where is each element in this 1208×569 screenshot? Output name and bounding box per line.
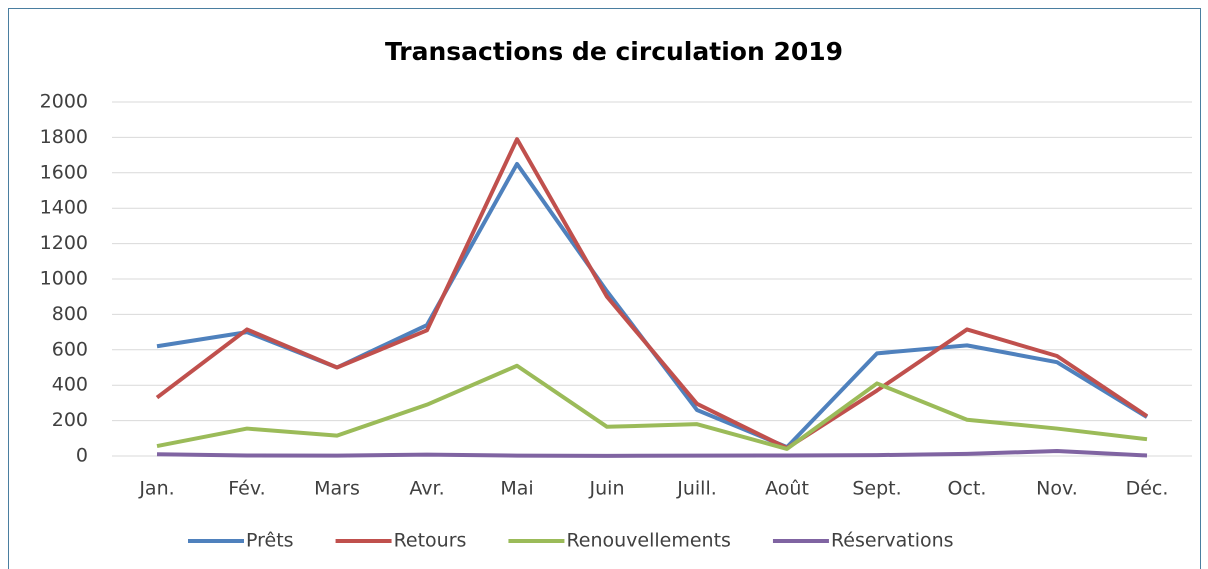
x-tick-label: Jan.	[138, 478, 174, 500]
series-line	[156, 449, 1148, 458]
legend-label: Renouvellements	[566, 530, 731, 552]
y-tick-label: 1800	[40, 126, 88, 148]
x-tick-label: Juill.	[676, 478, 717, 500]
y-tick-label: 200	[52, 409, 88, 431]
x-tick-label: Oct.	[948, 478, 987, 500]
x-tick-label: Mars	[314, 478, 360, 500]
legend-label: Retours	[394, 530, 467, 552]
y-tick-label: 1600	[40, 161, 88, 183]
x-tick-label: Fév.	[228, 478, 265, 500]
chart-title: Transactions de circulation 2019	[385, 37, 843, 66]
series-line	[156, 363, 1148, 451]
y-tick-label: 400	[52, 374, 88, 396]
y-tick-label: 1000	[40, 268, 88, 290]
x-tick-label: Mai	[500, 478, 533, 500]
series-line	[155, 137, 1149, 451]
y-tick-label: 600	[52, 338, 88, 360]
x-tick-label: Août	[765, 478, 809, 500]
legend-label: Prêts	[246, 530, 294, 552]
x-tick-label: Déc.	[1126, 478, 1169, 500]
x-tick-label: Nov.	[1036, 478, 1078, 500]
y-tick-label: 800	[52, 303, 88, 325]
legend-label: Réservations	[831, 530, 954, 552]
x-tick-label: Sept.	[852, 478, 901, 500]
x-tick-label: Avr.	[409, 478, 444, 500]
y-tick-label: 0	[76, 445, 88, 467]
y-tick-label: 1400	[40, 197, 88, 219]
x-tick-label: Juin	[589, 478, 625, 500]
y-tick-label: 1200	[40, 232, 88, 254]
y-tick-label: 2000	[40, 91, 88, 113]
